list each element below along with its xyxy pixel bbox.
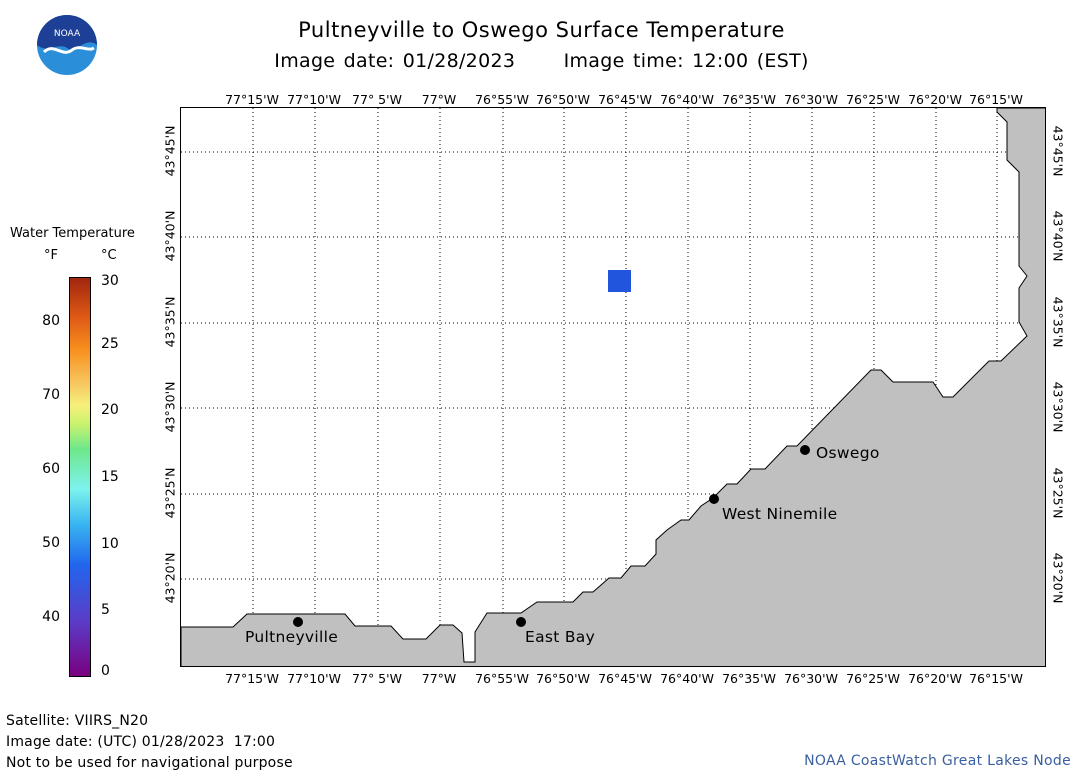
lon-label: 76°35'W (722, 671, 776, 686)
lon-label: 77° 5'W (352, 671, 402, 686)
map-canvas (181, 108, 1045, 666)
lon-label: 76°20'W (908, 671, 962, 686)
image-time: Image time: 12:00 (EST) (563, 50, 809, 72)
lon-label: 76°35'W (722, 92, 776, 107)
lon-label: 76°55'W (475, 92, 529, 107)
lon-label: 77° 5'W (352, 92, 402, 107)
page-title: Pultneyville to Oswego Surface Temperatu… (298, 18, 785, 42)
legend-unit-f: °F (44, 248, 58, 263)
lat-label: 43°45'N (1050, 125, 1066, 177)
logo-text: NOAA (54, 29, 81, 39)
temperature-data-pixel (608, 270, 631, 292)
tick-c: 20 (101, 402, 119, 418)
city-dot-pultneyville (293, 617, 303, 627)
lat-label: 43°20'N (1050, 552, 1066, 604)
lon-label: 77°W (421, 671, 457, 686)
city-dot-east-bay (516, 617, 526, 627)
lat-label: 43°40'N (1050, 210, 1066, 262)
page-subtitle: Image date: 01/28/2023 Image time: 12:00… (0, 50, 1083, 72)
lat-label: 43°25'N (1050, 467, 1066, 519)
lon-label: 76°25'W (846, 92, 900, 107)
lon-label: 76°40'W (660, 671, 714, 686)
lon-label: 76°25'W (846, 671, 900, 686)
tick-c: 10 (101, 536, 119, 552)
lon-label: 77°15'W (225, 92, 279, 107)
city-dot-west-ninemile (709, 494, 719, 504)
tick-f: 80 (42, 313, 60, 329)
lon-label: 76°15'W (969, 671, 1023, 686)
place-label-pultneyville: Pultneyville (245, 628, 339, 646)
city-dot-oswego (800, 445, 810, 455)
temperature-color-scale (69, 277, 91, 677)
lon-label: 76°45'W (598, 92, 652, 107)
lat-label: 43°20'N (162, 552, 178, 604)
place-label-east-bay: East Bay (525, 628, 596, 646)
lon-label: 76°20'W (908, 92, 962, 107)
lat-label: 43°40'N (162, 210, 178, 262)
land-area (181, 108, 1045, 666)
tick-c: 25 (101, 336, 119, 352)
lon-label: 77°10'W (287, 92, 341, 107)
credit-text: NOAA CoastWatch Great Lakes Node (804, 753, 1071, 769)
tick-f: 40 (42, 609, 60, 625)
lon-label: 77°W (421, 92, 457, 107)
tick-f: 50 (42, 535, 60, 551)
place-label-west-ninemile: West Ninemile (722, 505, 838, 523)
noaa-logo-icon: NOAA (37, 15, 97, 75)
tick-c: 15 (101, 469, 119, 485)
lon-label: 77°10'W (287, 671, 341, 686)
tick-f: 60 (42, 461, 60, 477)
lon-label: 76°55'W (475, 671, 529, 686)
tick-c: 5 (101, 602, 110, 618)
utc-date-info: Image date: (UTC) 01/28/2023 17:00 (6, 734, 276, 750)
lat-label: 43°30'N (162, 381, 178, 433)
place-label-oswego: Oswego (816, 444, 880, 462)
tick-c: 30 (101, 273, 119, 289)
lon-label: 76°30'W (784, 92, 838, 107)
lat-label: 43°25'N (162, 467, 178, 519)
lon-label: 76°45'W (598, 671, 652, 686)
legend-unit-c: °C (101, 248, 117, 263)
lon-label: 76°50'W (536, 92, 590, 107)
image-date: Image date: 01/28/2023 (274, 50, 516, 72)
tick-f: 70 (42, 387, 60, 403)
legend-title: Water Temperature (10, 226, 135, 241)
disclaimer-text: Not to be used for navigational purpose (6, 755, 293, 771)
map-frame[interactable] (180, 107, 1046, 667)
lat-label: 43°30'N (1050, 381, 1066, 433)
lon-label: 76°30'W (784, 671, 838, 686)
satellite-info: Satellite: VIIRS_N20 (6, 713, 149, 729)
lat-label: 43°35'N (1050, 296, 1066, 348)
lon-label: 76°50'W (536, 671, 590, 686)
lat-label: 43°35'N (162, 296, 178, 348)
lon-label: 77°15'W (225, 671, 279, 686)
lon-label: 76°15'W (969, 92, 1023, 107)
tick-c: 0 (101, 663, 110, 679)
lon-label: 76°40'W (660, 92, 714, 107)
lat-label: 43°45'N (162, 125, 178, 177)
